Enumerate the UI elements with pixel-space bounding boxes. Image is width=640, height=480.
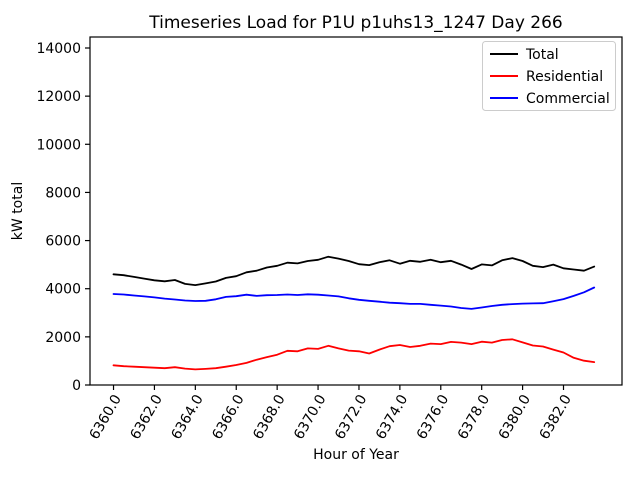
series-line-commercial [112,286,596,310]
y-axis-label: kW total [10,182,26,240]
x-tick-label: 6382.0 [537,392,575,442]
series-lines [112,255,596,371]
x-tick-label: 6376.0 [414,392,452,442]
x-tick-label: 6372.0 [332,392,370,442]
y-tick-label: 2000 [45,330,81,346]
legend: Total Residential Commercial [482,41,616,111]
series-line-residential [112,338,596,371]
x-tick-label: 6378.0 [455,392,493,442]
x-tick-label: 6362.0 [128,392,166,442]
plot-area [89,36,623,386]
legend-entry-label: Commercial [526,91,610,107]
y-tick-label: 12000 [36,89,81,105]
x-tick-label: 6370.0 [291,392,329,442]
y-tick-label: 14000 [36,41,81,57]
x-tick-label: 6364.0 [168,392,206,442]
y-tick-label: 10000 [36,137,81,153]
x-tick-label: 6366.0 [209,392,247,442]
series-line-total [112,255,596,287]
x-axis-label: Hour of Year [313,447,399,463]
x-tick-label: 6380.0 [496,392,534,442]
legend-frame [482,41,616,111]
y-tick-label: 0 [72,378,81,394]
y-axis-ticks: 0 2000 4000 6000 8000 10000 12000 14000 [36,41,90,394]
x-tick-label: 6368.0 [250,392,288,442]
y-tick-label: 8000 [45,185,81,201]
chart-title: Timeseries Load for P1U p1uhs13_1247 Day… [148,13,562,33]
y-tick-label: 4000 [45,282,81,298]
x-tick-label: 6374.0 [373,392,411,442]
axes-spines [89,36,623,386]
legend-entry-label: Residential [526,69,603,85]
y-tick-label: 6000 [45,234,81,250]
x-axis-ticks: 6360.0 6362.0 6364.0 6366.0 6368.0 6370.0 6372… [87,385,575,442]
x-tick-label: 6360.0 [87,392,125,442]
legend-entry-label: Total [525,47,559,63]
